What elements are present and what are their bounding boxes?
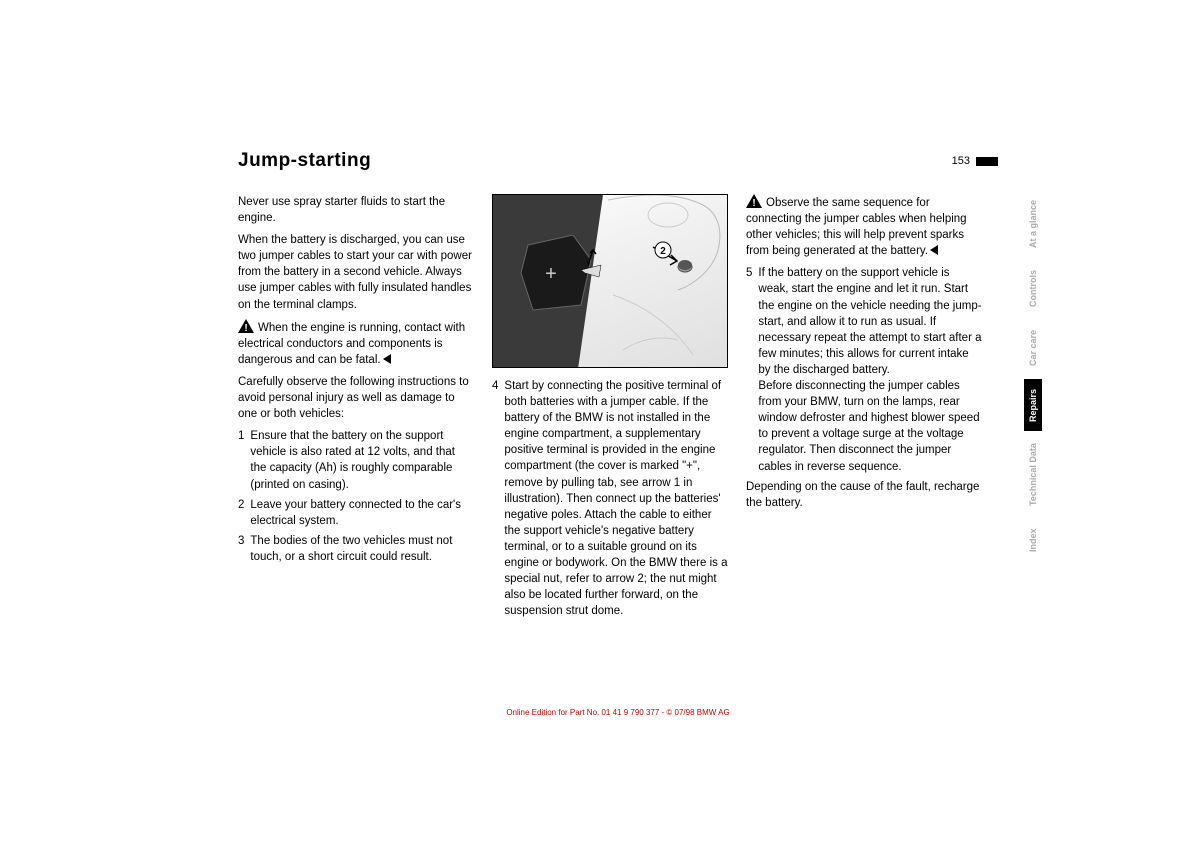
page-number-bar-icon <box>976 157 998 166</box>
steps-list: 5 If the battery on the support vehicle … <box>746 265 982 474</box>
body-text: Depending on the cause of the fault, rec… <box>746 479 982 511</box>
column-2: + 2 360de105 4Start by connecting the po… <box>492 194 728 623</box>
body-text: Never use spray starter fluids to start … <box>238 194 474 226</box>
body-text: When the battery is discharged, you can … <box>238 232 474 312</box>
page-title: Jump-starting <box>238 150 371 172</box>
warning-icon: ! <box>238 319 254 333</box>
list-item: 5 If the battery on the support vehicle … <box>746 265 982 474</box>
steps-list: 4Start by connecting the positive termin… <box>492 378 728 619</box>
warning-icon: ! <box>746 194 762 208</box>
section-tab[interactable]: Controls <box>1024 261 1042 317</box>
svg-text:2: 2 <box>660 246 666 257</box>
body-text: Carefully observe the following instruct… <box>238 374 474 422</box>
content-columns: Never use spray starter fluids to start … <box>238 194 998 623</box>
page-number-text: 153 <box>952 155 970 167</box>
svg-text:!: ! <box>244 323 247 333</box>
warning-paragraph: ! When the engine is running, contact wi… <box>238 319 474 368</box>
list-item: 1Ensure that the battery on the support … <box>238 428 474 492</box>
section-tab[interactable]: Car care <box>1024 320 1042 376</box>
footer-copyright: Online Edition for Part No. 01 41 9 790 … <box>238 708 998 717</box>
list-item: 2Leave your battery connected to the car… <box>238 497 474 529</box>
end-marker-icon <box>383 354 391 364</box>
manual-page: Jump-starting 153 Never use spray starte… <box>238 150 998 623</box>
column-3: ! Observe the same sequence for connecti… <box>746 194 982 623</box>
steps-list: 1Ensure that the battery on the support … <box>238 428 474 565</box>
section-tab[interactable]: Repairs <box>1024 379 1042 431</box>
section-tabs: At a glance Controls Car care Repairs Techni… <box>1024 190 1042 561</box>
svg-text:!: ! <box>752 198 755 208</box>
battery-terminal-illustration: + 2 360de105 <box>492 194 728 368</box>
svg-text:+: + <box>545 263 557 285</box>
list-item: 4Start by connecting the positive termin… <box>492 378 728 619</box>
end-marker-icon <box>930 245 938 255</box>
column-1: Never use spray starter fluids to start … <box>238 194 474 623</box>
section-tab[interactable]: At a glance <box>1024 190 1042 258</box>
section-tab[interactable]: Index <box>1024 519 1042 561</box>
list-item: 3The bodies of the two vehicles must not… <box>238 533 474 565</box>
warning-paragraph: ! Observe the same sequence for connecti… <box>746 194 982 259</box>
warning-text: When the engine is running, contact with… <box>238 322 465 366</box>
page-number: 153 <box>952 155 998 167</box>
page-header: Jump-starting 153 <box>238 150 998 172</box>
section-tab[interactable]: Technical Data <box>1024 434 1042 516</box>
